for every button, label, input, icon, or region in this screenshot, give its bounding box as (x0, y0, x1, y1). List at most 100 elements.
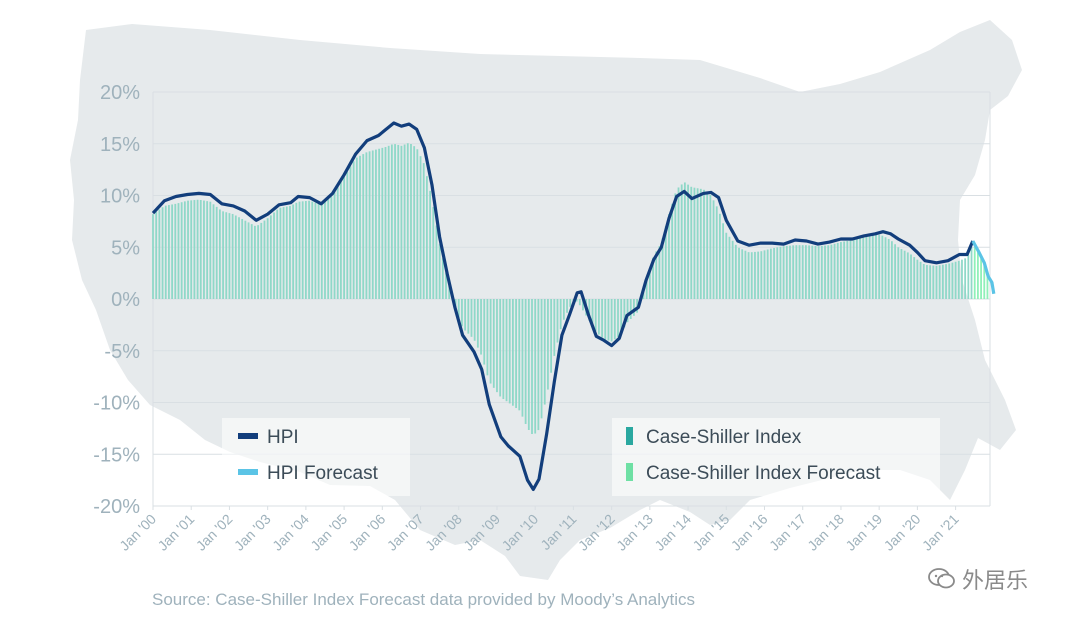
case-shiller-bar (769, 248, 772, 299)
case-shiller-bar (394, 144, 396, 299)
case-shiller-bar (957, 260, 960, 299)
case-shiller-bar (760, 251, 763, 299)
case-shiller-bar (754, 251, 756, 299)
case-shiller-bar (492, 299, 495, 388)
case-shiller-bar (945, 264, 947, 299)
case-shiller-bar (241, 218, 244, 299)
case-shiller-bar (871, 234, 874, 299)
case-shiller-bar (652, 257, 654, 299)
case-shiller-bar (903, 250, 906, 299)
case-shiller-bar (795, 245, 798, 299)
case-shiller-bar (633, 299, 635, 316)
case-shiller-bar (798, 245, 801, 299)
case-shiller-bar (228, 213, 231, 299)
case-shiller-bar (429, 190, 431, 299)
case-shiller-bar (187, 200, 189, 299)
case-shiller-bar (467, 299, 470, 334)
case-shiller-bar (505, 299, 508, 402)
watermark-text: 外居乐 (962, 568, 1029, 593)
case-shiller-bar (706, 192, 709, 299)
case-shiller-bar (473, 299, 476, 341)
hpi-line (151, 121, 975, 491)
case-shiller-bar (193, 200, 196, 299)
case-shiller-bar (543, 299, 546, 405)
case-shiller-bar (464, 299, 467, 331)
case-shiller-bar (336, 187, 339, 299)
case-shiller-bar (623, 299, 626, 328)
case-shiller-bar (814, 245, 817, 299)
x-tick-label: Jan '16 (728, 511, 771, 554)
legend-box-left (222, 418, 410, 496)
case-shiller-bar (234, 215, 237, 299)
case-shiller-bar (954, 261, 957, 299)
source-note: Source: Case-Shiller Index Forecast data… (152, 590, 696, 609)
case-shiller-bar (441, 258, 444, 299)
case-shiller-bar (658, 246, 661, 299)
case-shiller-bar (562, 299, 565, 320)
case-shiller-bar (938, 265, 941, 299)
case-shiller-bar (177, 203, 180, 299)
case-shiller-bar (973, 247, 976, 299)
case-shiller-bar (935, 265, 938, 299)
case-shiller-bar (250, 224, 253, 299)
case-shiller-bar (285, 206, 288, 299)
case-shiller-bar (327, 199, 330, 299)
case-shiller-bar (480, 299, 482, 355)
case-shiller-bar (384, 147, 387, 299)
case-shiller-bar (158, 209, 161, 299)
case-shiller-bar (833, 243, 836, 299)
x-tick-label: Jan '05 (307, 511, 350, 554)
y-tick-label: -15% (93, 444, 140, 466)
case-shiller-bar (368, 151, 371, 299)
case-shiller-bar (527, 299, 530, 430)
case-shiller-bar (983, 264, 986, 299)
case-shiller-bar (537, 299, 540, 431)
y-axis: 20% 15% 10% 5% 0% -5% -10% -15% -20% (93, 82, 140, 518)
case-shiller-bar (776, 247, 779, 299)
case-shiller-bar (206, 201, 209, 299)
case-shiller-bar (703, 189, 705, 299)
legend-label: Case-Shiller Index Forecast (646, 463, 881, 484)
case-shiller-bar (483, 299, 486, 365)
case-shiller-bar (566, 299, 568, 313)
case-shiller-bar (171, 204, 174, 299)
case-shiller-bar (476, 299, 479, 348)
case-shiller-bar (897, 247, 900, 299)
case-shiller-bar (422, 163, 425, 299)
case-shiller-bar (320, 204, 323, 299)
case-shiller-bar (738, 247, 740, 299)
case-shiller-bar (311, 201, 314, 299)
case-shiller-bar (190, 200, 193, 299)
case-shiller-bar (292, 204, 295, 299)
case-shiller-bar (183, 201, 186, 299)
case-shiller-bar (212, 204, 215, 299)
case-shiller-bar (524, 299, 527, 424)
case-shiller-bar (569, 299, 572, 307)
case-shiller-bar (333, 192, 336, 299)
case-shiller-bar (238, 217, 240, 299)
case-shiller-bar (588, 299, 591, 321)
case-shiller-bar (645, 278, 648, 299)
case-shiller-bar (648, 267, 651, 299)
case-shiller-bar (604, 299, 607, 340)
case-shiller-bar (222, 211, 224, 299)
case-shiller-bar (922, 263, 925, 299)
case-shiller-bar (547, 299, 549, 390)
case-shiller-bar (301, 201, 304, 299)
case-shiller-bar (502, 299, 505, 400)
hpi-forecast-line (971, 240, 996, 295)
case-shiller-bar (964, 258, 967, 299)
case-shiller-bar (913, 257, 916, 299)
case-shiller-bar (610, 299, 613, 342)
case-shiller-bar (470, 299, 473, 337)
case-shiller-bar (426, 176, 428, 299)
case-shiller-bar (174, 203, 177, 299)
case-shiller-bar (859, 237, 861, 299)
case-shiller-bar (910, 254, 912, 299)
case-shiller-bar (225, 212, 228, 299)
case-shiller-bar (518, 299, 521, 411)
case-shiller-bar (636, 299, 639, 313)
legend-swatch (626, 427, 633, 445)
case-shiller-bar (410, 144, 412, 299)
case-shiller-bar (868, 235, 871, 299)
